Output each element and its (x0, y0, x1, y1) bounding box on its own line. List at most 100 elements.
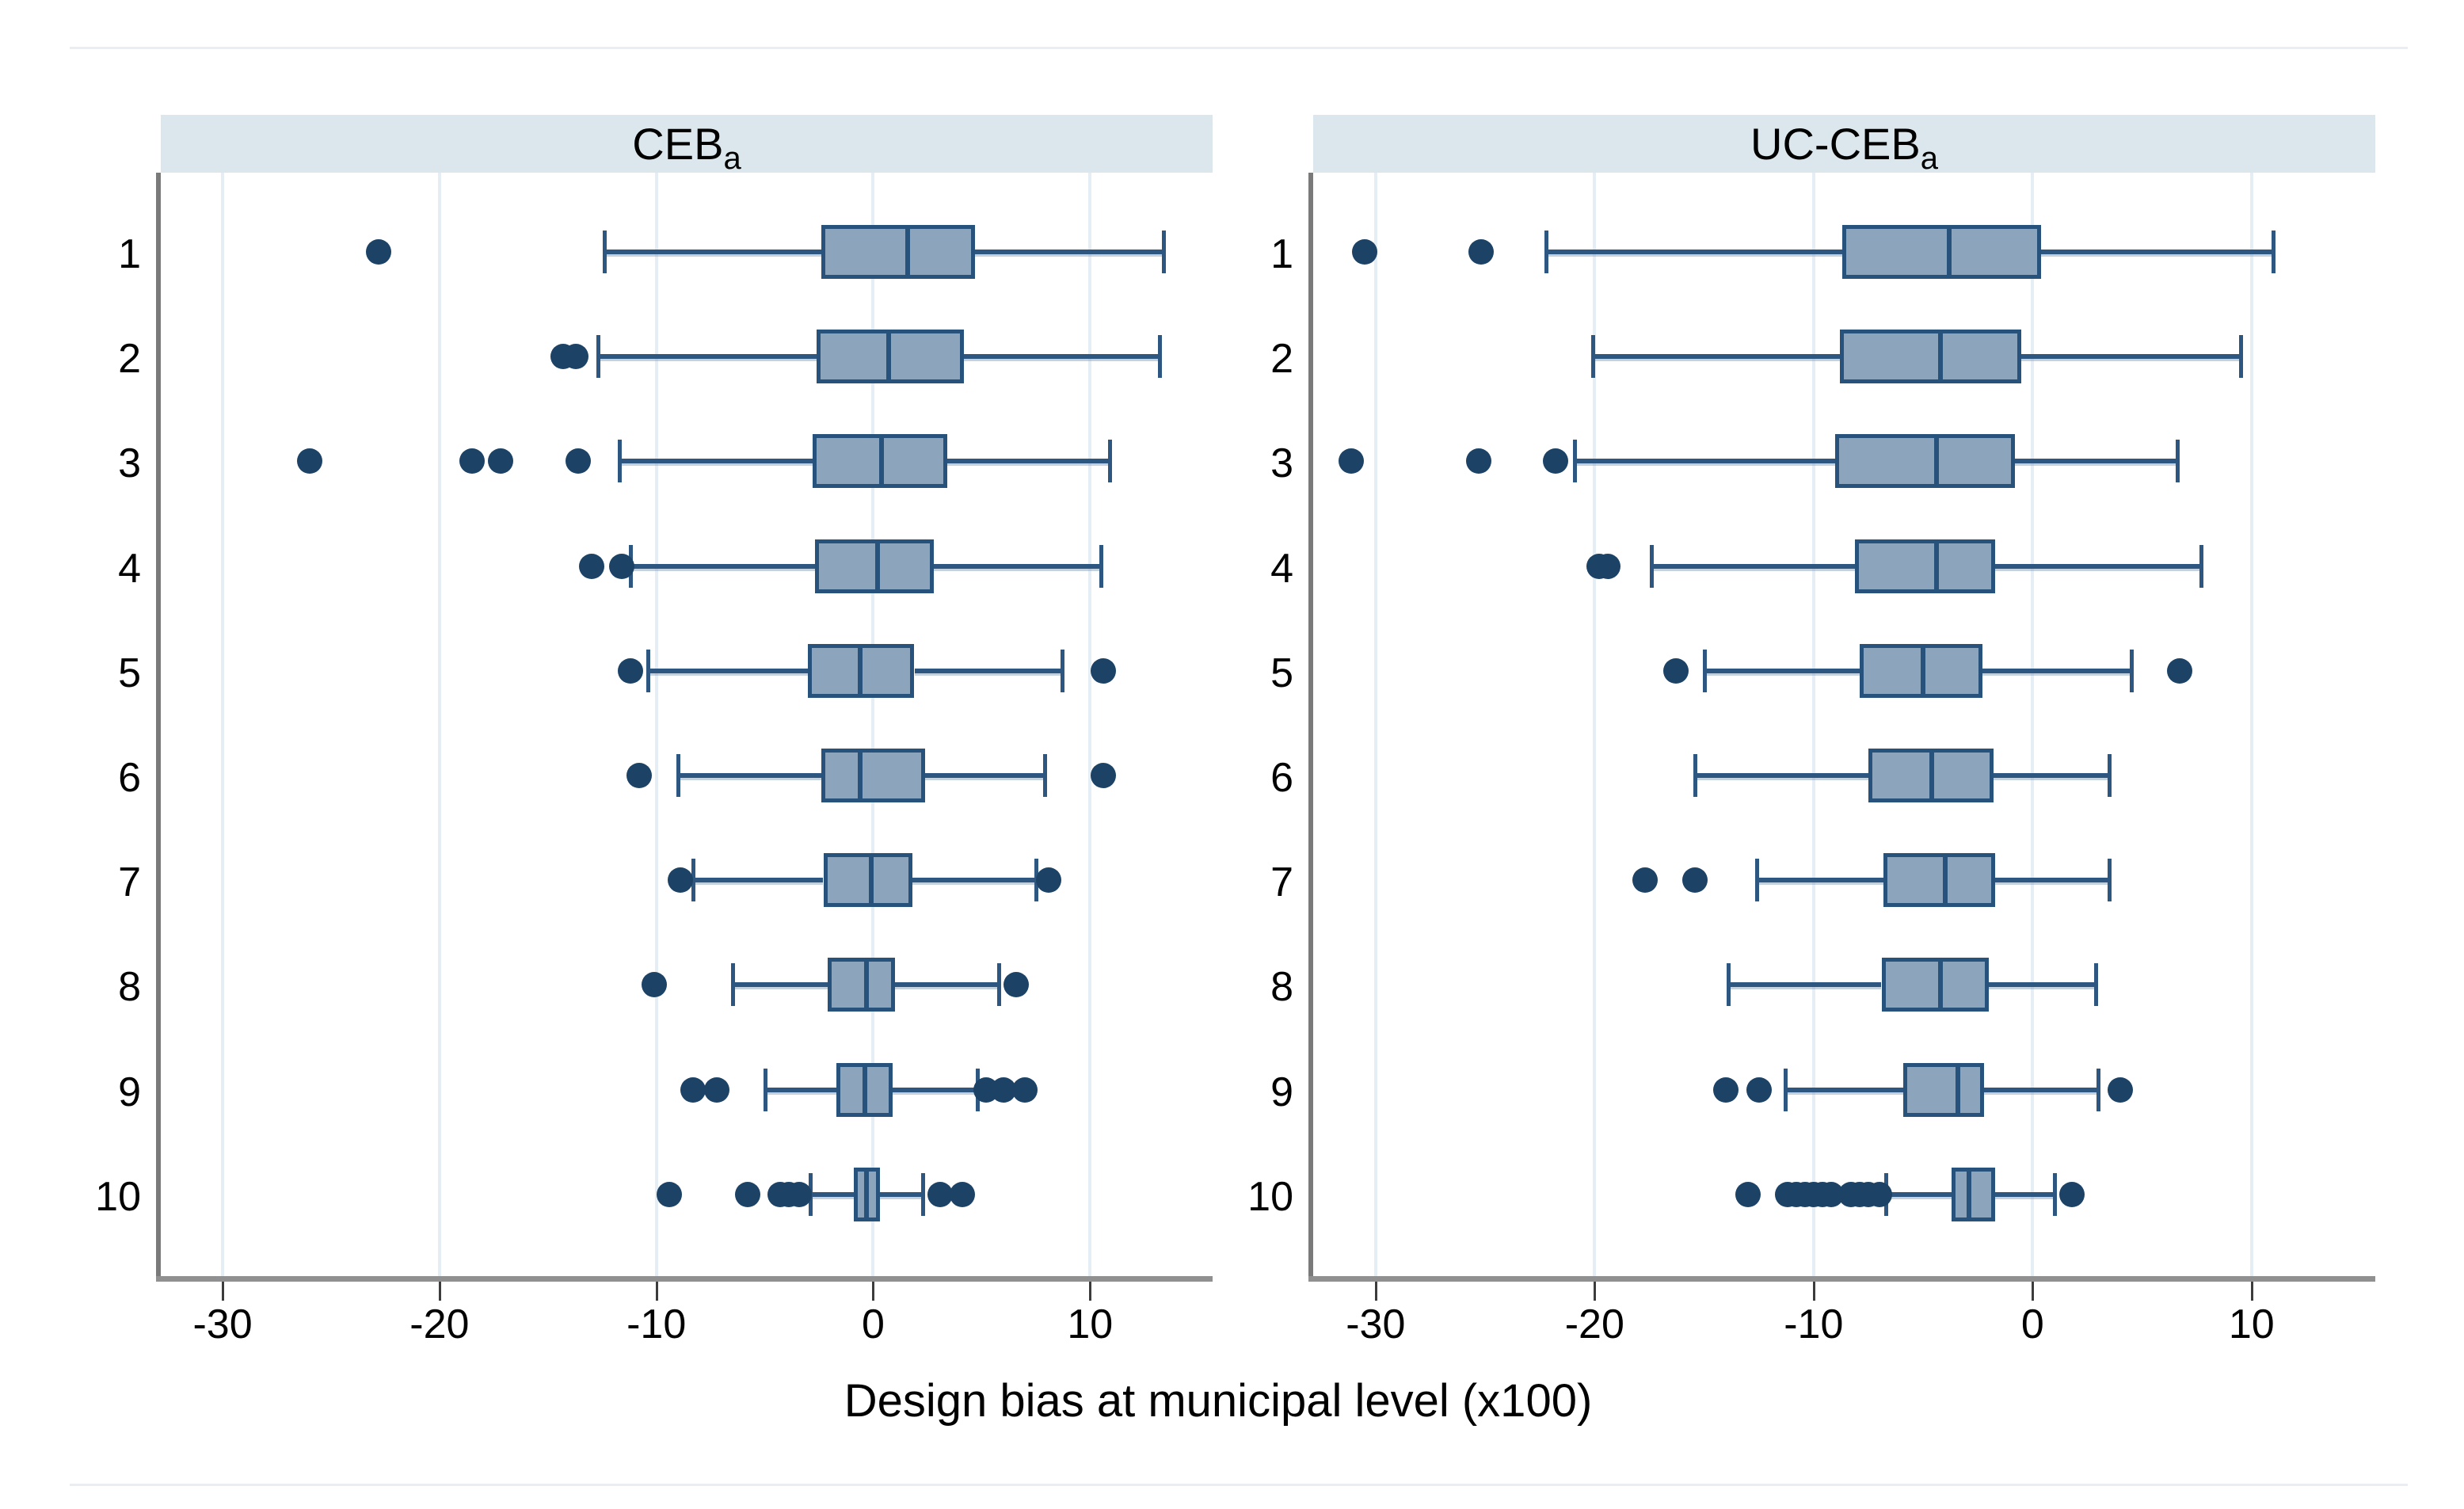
outlier-dot (2166, 657, 2192, 684)
whisker-cap-high (2094, 963, 2099, 1007)
outlier-dot (566, 448, 592, 474)
whisker-cap-high (1157, 335, 1162, 379)
whisker-left (1886, 1191, 1952, 1197)
outlier-dot (1866, 1181, 1892, 1207)
whisker-left (1575, 459, 1836, 464)
figure-border-bottom (70, 1484, 2408, 1486)
whisker-cap-high (2199, 544, 2204, 588)
outlier-dot (1468, 239, 1494, 265)
median-line (1942, 853, 1948, 908)
whisker-left (1704, 668, 1860, 673)
category-label: 3 (118, 440, 141, 487)
whisker-right (893, 1087, 977, 1092)
x-tick-label: -10 (626, 1301, 687, 1347)
category-label: 5 (1270, 650, 1293, 696)
median-line (1938, 330, 1944, 384)
whisker-cap-high (2175, 440, 2180, 483)
panel-title-uc-ceb: UC-CEBa (1313, 115, 2375, 176)
median-line (1933, 539, 1939, 593)
gridline (437, 173, 441, 1276)
whisker-right (914, 668, 1062, 673)
outlier-dot (563, 344, 589, 370)
whisker-cap-high (2129, 649, 2134, 692)
whisker-right (934, 563, 1101, 569)
whisker-left (693, 878, 824, 883)
median-line (858, 749, 863, 802)
whisker-cap-low (1573, 440, 1578, 483)
whisker-right (1995, 563, 2202, 569)
gridline (1373, 173, 1377, 1276)
x-tick-label: 10 (1067, 1301, 1114, 1347)
whisker-cap-high (1099, 544, 1103, 588)
category-label: 10 (1247, 1173, 1293, 1220)
median-line (1933, 434, 1939, 489)
whisker-cap-high (2096, 1068, 2101, 1111)
x-tick-label: -10 (1784, 1301, 1844, 1347)
box (1839, 330, 2022, 384)
outlier-dot (1735, 1181, 1761, 1207)
category-label: 8 (118, 964, 141, 1011)
whisker-right (925, 773, 1045, 778)
whisker-cap-high (2108, 754, 2112, 797)
whisker-cap-high (997, 963, 1002, 1007)
box (1835, 434, 2016, 489)
outlier-dot (734, 1181, 760, 1207)
outlier-dot (1632, 867, 1658, 894)
box (1883, 853, 1996, 908)
whisker-cap-low (1544, 231, 1549, 273)
panel-title-ceb-text: CEB (632, 119, 724, 169)
median-line (858, 643, 863, 698)
category-label: 7 (1270, 859, 1293, 906)
gridline (221, 173, 225, 1276)
x-tick (2032, 1282, 2035, 1301)
outlier-dot (2059, 1181, 2085, 1207)
outlier-dot (366, 239, 392, 265)
outlier-dot (296, 448, 322, 474)
whisker-cap-low (730, 963, 735, 1007)
category-label: 9 (1270, 1069, 1293, 1115)
x-tick (1594, 1282, 1597, 1301)
x-tick (1089, 1282, 1092, 1301)
category-label: 2 (118, 336, 141, 383)
whisker-right (2015, 459, 2177, 464)
outlier-dot (578, 553, 604, 579)
outlier-dot (1003, 972, 1030, 998)
gridline (1811, 173, 1815, 1276)
whisker-cap-high (2052, 1172, 2057, 1216)
whisker-right (946, 459, 1110, 464)
x-tick (1374, 1282, 1377, 1301)
outlier-dot (608, 553, 634, 579)
x-tick-label: -20 (409, 1301, 470, 1347)
median-line (905, 225, 911, 279)
x-tick-label: 0 (862, 1301, 885, 1347)
y-axis-line (1308, 173, 1313, 1282)
whisker-left (1651, 563, 1856, 569)
whisker-cap-low (691, 859, 696, 902)
x-axis-line (156, 1276, 1213, 1282)
whisker-left (1756, 878, 1884, 883)
outlier-dot (2107, 1076, 2133, 1103)
box (821, 225, 976, 279)
whisker-left (810, 1191, 854, 1197)
whisker-left (732, 982, 828, 988)
box (821, 749, 926, 802)
whisker-cap-low (1650, 544, 1655, 588)
outlier-dot (786, 1181, 813, 1207)
outlier-dot (617, 657, 643, 684)
outlier-dot (1682, 867, 1708, 894)
whisker-right (879, 1191, 924, 1197)
x-axis-title: Design bias at municipal level (x100) (844, 1375, 1593, 1427)
outlier-dot (667, 867, 693, 894)
whisker-right (2021, 354, 2241, 360)
whisker-cap-low (763, 1068, 767, 1111)
median-line (1967, 1167, 1972, 1221)
whisker-cap-low (646, 649, 650, 692)
whisker-cap-high (2238, 335, 2243, 379)
outlier-dot (990, 1076, 1016, 1103)
outlier-dot (487, 448, 513, 474)
x-tick-label: -30 (1346, 1301, 1406, 1347)
median-line (1929, 749, 1935, 802)
category-label: 1 (118, 231, 141, 277)
outlier-dot (1036, 867, 1062, 894)
outlier-dot (641, 972, 667, 998)
